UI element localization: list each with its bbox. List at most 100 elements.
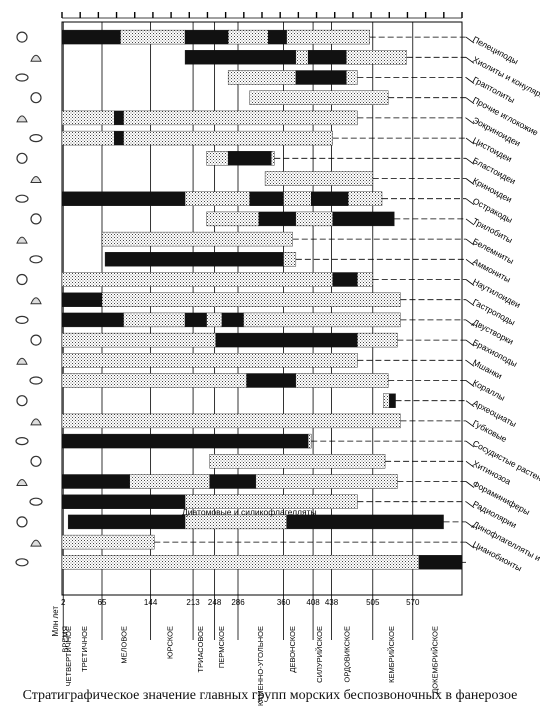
- leader-tick: [465, 339, 475, 347]
- range-bar: [271, 151, 275, 166]
- range-bar: [295, 373, 389, 388]
- fossil-icon: [29, 376, 43, 385]
- leader-tick: [465, 77, 475, 84]
- period-label: ДЕВОНСКОЕ: [288, 626, 297, 673]
- fossil-icon: [16, 236, 28, 244]
- leader-tick: [465, 481, 475, 488]
- fossil-icon: [30, 176, 42, 183]
- range-bar: [184, 312, 207, 328]
- range-bar: [307, 433, 312, 449]
- leader-tick: [465, 198, 475, 206]
- range-bar: [114, 130, 124, 146]
- age-tick-label: 360: [277, 598, 291, 607]
- fossil-icon: [29, 255, 43, 264]
- range-bar: [61, 474, 130, 489]
- range-bar: [61, 130, 115, 146]
- leader-tick: [465, 137, 475, 145]
- range-bar: [283, 191, 312, 206]
- leader-tick: [465, 319, 475, 327]
- range-bar: [227, 29, 269, 45]
- period-label: СИЛУРИЙСКОЕ: [315, 626, 324, 683]
- range-bar: [184, 50, 297, 65]
- period-label: ВРЕМЯ: [60, 626, 69, 653]
- range-bar: [123, 312, 186, 328]
- period-label: ЮРСКОЕ: [166, 626, 175, 659]
- leader-tick: [465, 299, 475, 307]
- range-bar: [184, 191, 250, 206]
- age-tick-label: 570: [406, 598, 420, 607]
- range-bar: [243, 312, 401, 328]
- range-bar: [332, 211, 395, 227]
- range-bar: [264, 171, 373, 186]
- age-tick-label: 438: [325, 598, 339, 607]
- range-bar: [101, 231, 293, 247]
- leader-tick: [465, 56, 475, 64]
- range-bar: [249, 90, 389, 105]
- leader-tick: [465, 440, 475, 448]
- range-bar: [347, 191, 383, 206]
- fossil-icon: [16, 395, 28, 407]
- range-bar: [346, 50, 407, 65]
- range-bar: [389, 393, 396, 408]
- leader-tick: [465, 359, 475, 367]
- leader-tick: [465, 541, 475, 549]
- range-bar: [227, 151, 272, 166]
- age-tick-label: 408: [306, 598, 320, 607]
- figure-caption: Стратиграфическое значение главных групп…: [22, 688, 518, 703]
- fossil-icon: [30, 418, 42, 426]
- age-tick-label: 65: [98, 598, 107, 607]
- range-bar: [61, 29, 121, 45]
- range-bar: [101, 292, 401, 307]
- range-bar: [123, 110, 358, 126]
- range-bar: [249, 191, 284, 206]
- period-label: ПЕРМСКОЕ: [217, 626, 226, 668]
- leader-tick: [465, 178, 475, 185]
- range-bar: [295, 70, 347, 85]
- leader-tick: [465, 157, 475, 165]
- range-bar: [357, 332, 398, 348]
- fossil-icon: [30, 334, 42, 346]
- period-label: КАМЕННО-УГОЛЬНОЕ: [256, 626, 265, 706]
- fossil-icon: [30, 92, 42, 104]
- fossil-icon: [30, 297, 42, 305]
- legend-note: Диатомовые и силикофлагелляты: [182, 507, 317, 517]
- range-bar: [67, 514, 186, 530]
- fossil-icon: [30, 213, 42, 225]
- range-bar: [61, 373, 247, 388]
- age-tick-label: 286: [231, 598, 245, 607]
- range-bar: [61, 191, 186, 206]
- range-bar: [227, 70, 297, 85]
- range-bar: [267, 29, 287, 45]
- range-bar: [258, 211, 297, 227]
- range-bar: [283, 252, 297, 267]
- period-label: КЕМБРИЙСКОЕ: [387, 626, 396, 683]
- range-bar: [61, 292, 103, 307]
- leader-tick: [465, 238, 475, 246]
- age-tick-label: 248: [208, 598, 222, 607]
- range-bar: [295, 50, 309, 65]
- leader-tick: [465, 258, 475, 266]
- fossil-icon: [29, 134, 43, 143]
- fossil-icon: [29, 497, 43, 506]
- leader-tick: [465, 460, 475, 468]
- period-label: ЧЕТВЕРТИЧНОЕ: [64, 626, 73, 686]
- range-bar: [221, 312, 244, 328]
- leader-tick: [465, 117, 475, 125]
- range-bar: [209, 454, 386, 469]
- period-label: МЕЛОВОЕ: [120, 626, 129, 664]
- fossil-icon: [30, 539, 42, 547]
- range-bar: [184, 514, 287, 530]
- leader-tick: [465, 501, 475, 509]
- age-tick-label: 505: [366, 598, 380, 607]
- period-label: ТРЕТИЧНОЕ: [80, 626, 89, 672]
- range-bar: [307, 50, 347, 65]
- period-label: ДОКЕМБРИЙСКОЕ: [430, 626, 439, 694]
- range-bar: [61, 353, 358, 368]
- range-bar: [61, 413, 401, 429]
- fossil-icon: [15, 437, 29, 446]
- range-bar: [286, 29, 370, 45]
- range-bar: [104, 252, 284, 267]
- range-bar: [383, 393, 390, 408]
- leader-tick: [465, 521, 475, 529]
